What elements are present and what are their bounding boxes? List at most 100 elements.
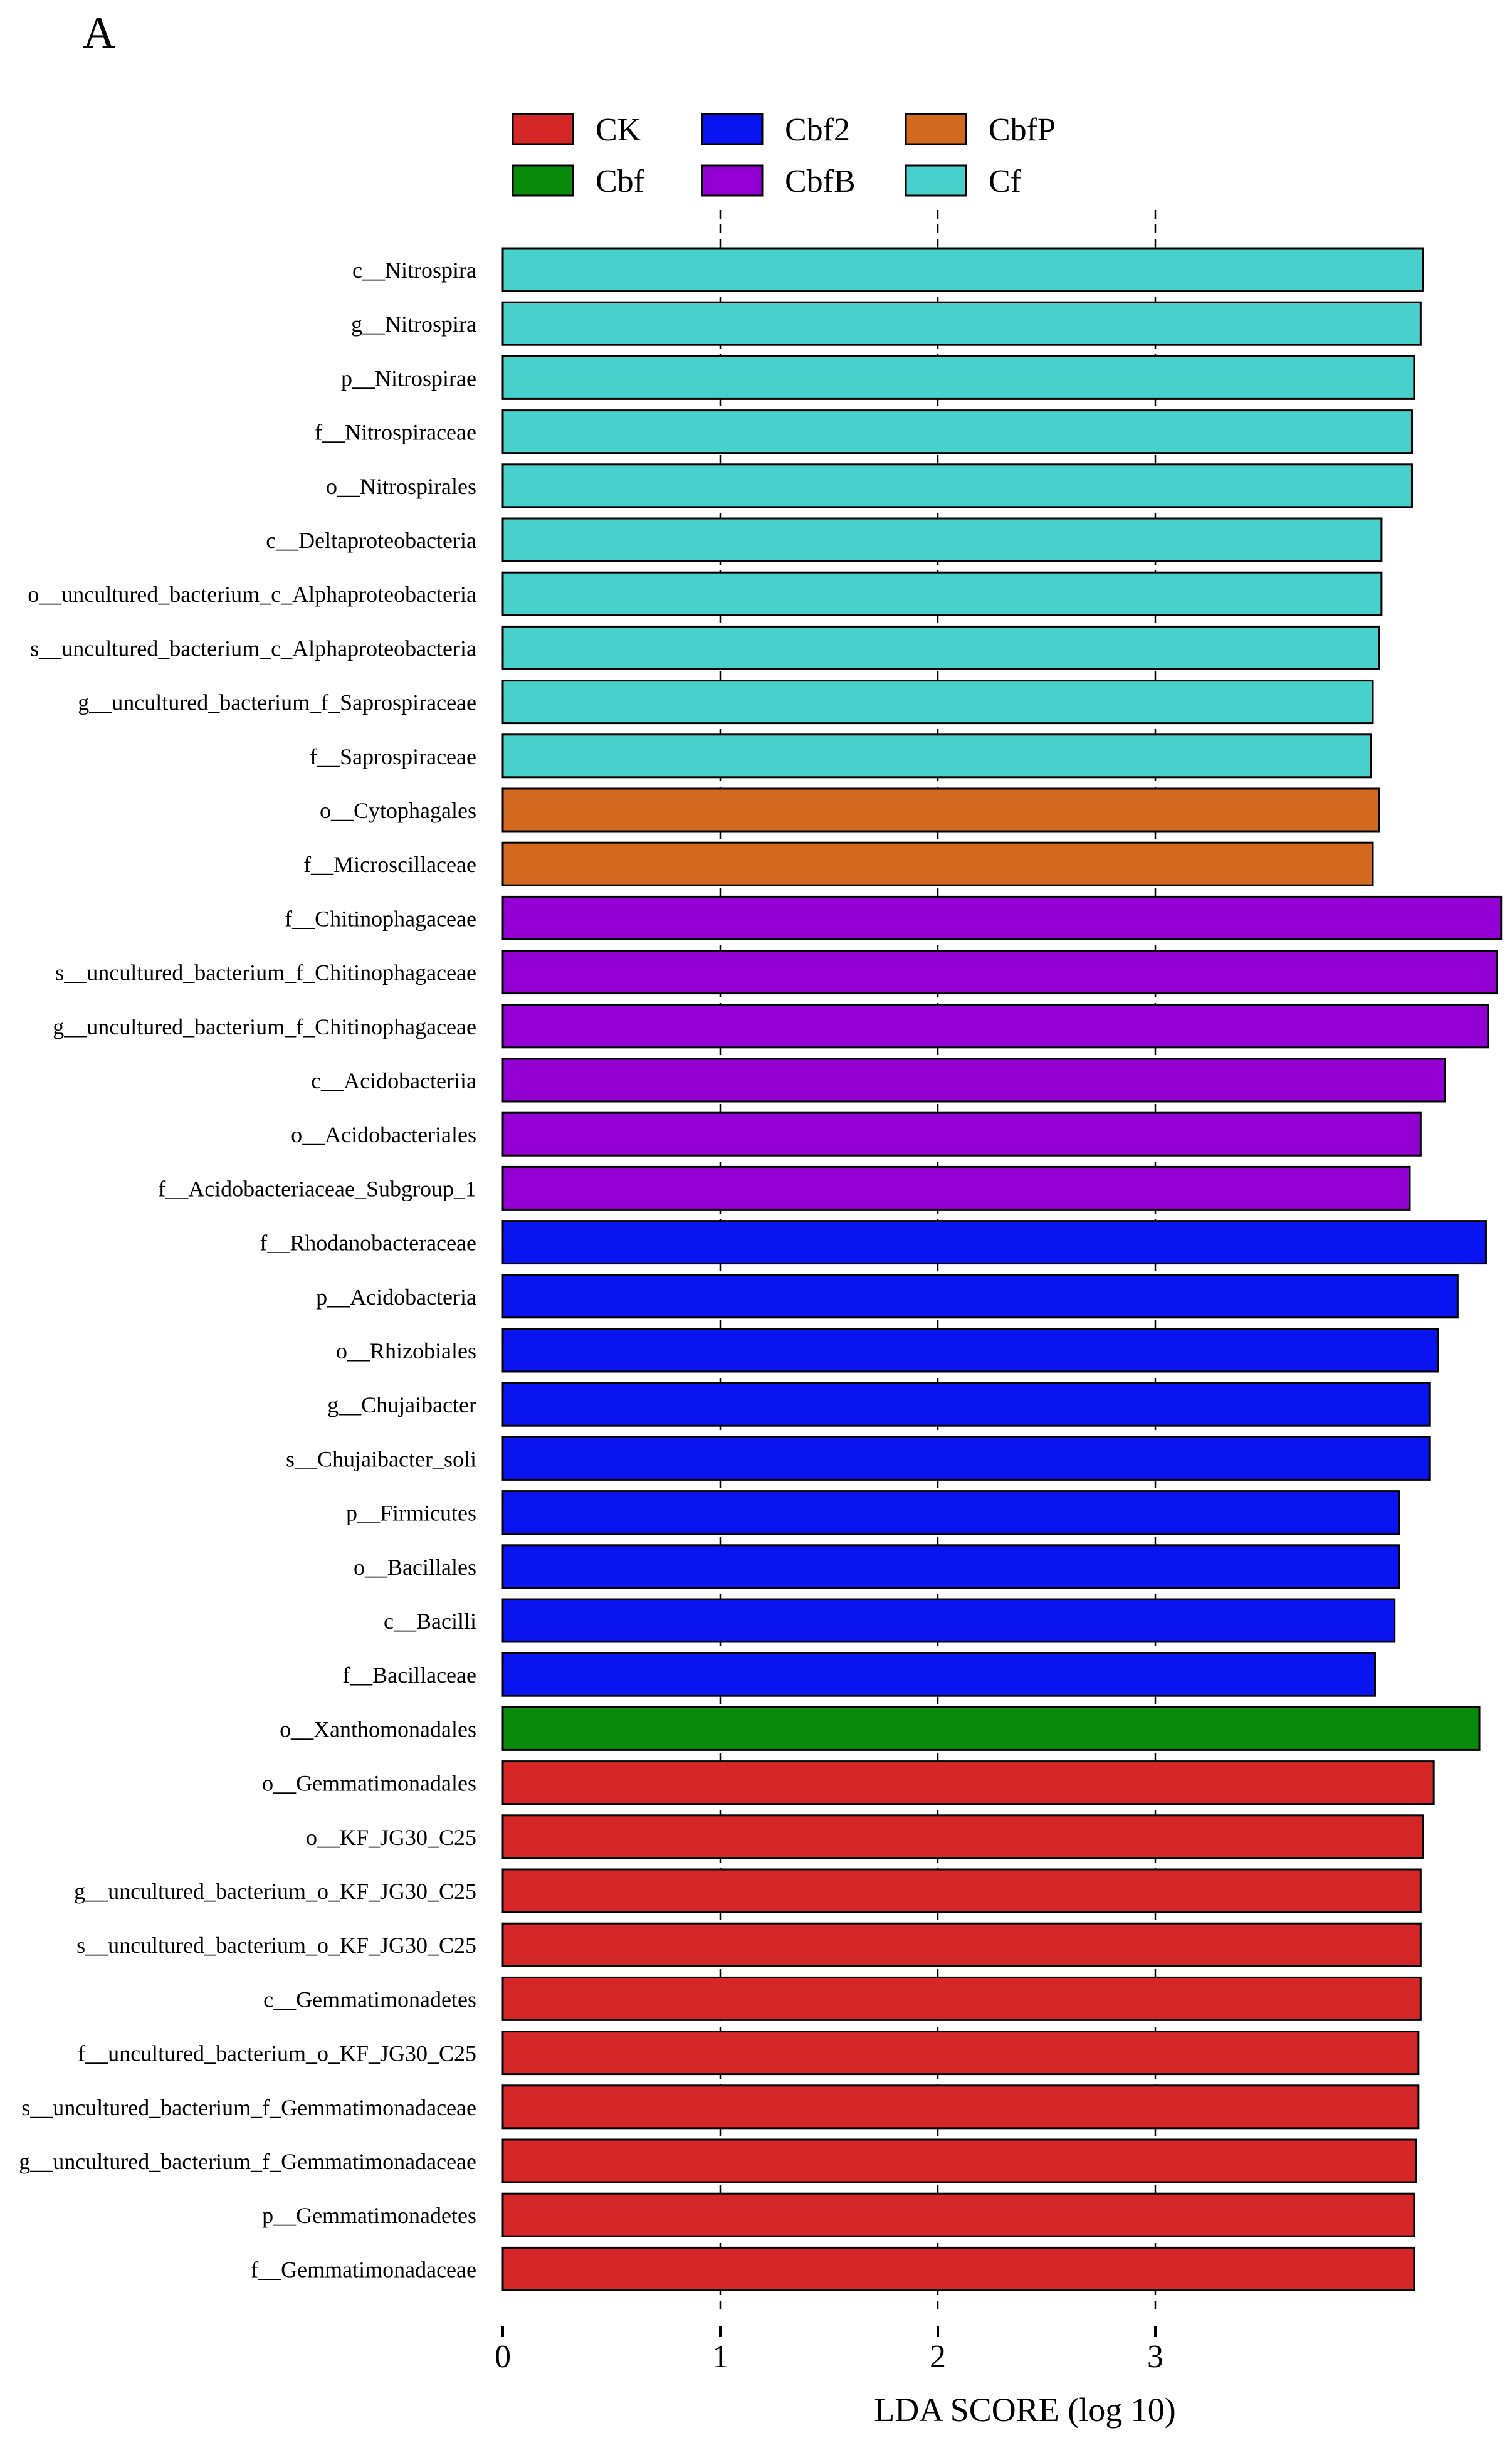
bar xyxy=(501,787,1380,833)
category-label: g__uncultured_bacterium_f_Gemmatimonadac… xyxy=(19,2149,476,2174)
category-label: o__Cytophagales xyxy=(320,798,476,823)
bar xyxy=(501,2084,1420,2130)
bar xyxy=(501,950,1498,995)
category-label: s__Chujaibacter_soli xyxy=(286,1446,476,1471)
bar xyxy=(501,1544,1400,1589)
category-label: s__uncultured_bacterium_o_KF_JG30_C25 xyxy=(76,1933,476,1958)
category-label: p__Gemmatimonadetes xyxy=(262,2203,476,2228)
bar xyxy=(501,1922,1422,1967)
bar xyxy=(501,733,1372,779)
category-label: o__Bacillales xyxy=(354,1555,476,1580)
legend-label-ck: CK xyxy=(596,112,641,148)
x-tick-label: 0 xyxy=(495,2339,511,2375)
category-label: f__Gemmatimonadaceae xyxy=(251,2257,476,2282)
category-label: g__uncultured_bacterium_f_Saprospiraceae xyxy=(78,690,476,715)
panel-label: A xyxy=(83,8,115,58)
category-label: p__Nitrospirae xyxy=(341,365,476,391)
category-label: p__Acidobacteria xyxy=(316,1285,476,1310)
legend-swatch-cbfp xyxy=(905,113,967,145)
bar xyxy=(501,1760,1435,1805)
category-label: f__Chitinophagaceae xyxy=(285,906,476,931)
x-tick-label: 1 xyxy=(712,2339,728,2375)
bar xyxy=(501,1868,1422,1913)
category-label: g__Chujaibacter xyxy=(327,1392,476,1417)
category-label: o__Xanthomonadales xyxy=(280,1716,476,1742)
bar xyxy=(501,1706,1481,1751)
category-label: f__Nitrospiraceae xyxy=(315,420,476,445)
bar xyxy=(501,1436,1431,1481)
x-axis-title: LDA SCORE (log 10) xyxy=(874,2391,1176,2429)
bar xyxy=(501,895,1503,940)
legend-swatch-cf xyxy=(905,164,967,197)
category-label: o__KF_JG30_C25 xyxy=(306,1825,476,1850)
legend-label-cbf2: Cbf2 xyxy=(785,112,850,148)
bar xyxy=(501,841,1374,886)
legend: CK Cbf2 CbfP Cbf CbfB Cf xyxy=(512,112,1056,199)
category-label: g__uncultured_bacterium_o_KF_JG30_C25 xyxy=(74,1879,476,1904)
category-label: p__Firmicutes xyxy=(346,1501,476,1526)
category-label: f__uncultured_bacterium_o_KF_JG30_C25 xyxy=(78,2041,476,2066)
legend-label-cbfp: CbfP xyxy=(989,112,1056,148)
bar xyxy=(501,355,1415,400)
bar xyxy=(501,1004,1489,1049)
bar xyxy=(501,2192,1415,2237)
legend-label-cbfb: CbfB xyxy=(785,164,856,199)
bar xyxy=(501,625,1380,670)
category-label: o__Acidobacteriales xyxy=(291,1122,476,1147)
legend-label-cf: Cf xyxy=(989,164,1022,199)
category-label: f__Saprospiraceae xyxy=(310,744,476,769)
category-label: s__uncultured_bacterium_f_Gemmatimonadac… xyxy=(21,2095,476,2120)
bar xyxy=(501,1165,1411,1211)
category-label: g__uncultured_bacterium_f_Chitinophagace… xyxy=(53,1014,476,1039)
category-label: s__uncultured_bacterium_f_Chitinophagace… xyxy=(55,960,476,985)
legend-label-cbf: Cbf xyxy=(596,164,645,199)
category-label: s__uncultured_bacterium_c_Alphaproteobac… xyxy=(30,636,476,661)
category-labels: c__Nitrospira g__Nitrospira p__Nitrospirae… xyxy=(19,258,476,2282)
category-label: c__Bacilli xyxy=(384,1609,476,1634)
legend-swatch-cbf xyxy=(512,164,574,197)
x-tick-label: 3 xyxy=(1147,2339,1163,2375)
bar xyxy=(501,2138,1417,2183)
bar xyxy=(501,2246,1415,2291)
bar xyxy=(501,1220,1487,1265)
category-label: o__Gemmatimonadales xyxy=(262,1771,476,1796)
bar xyxy=(501,517,1383,562)
bar xyxy=(501,1274,1459,1319)
legend-swatch-cbfb xyxy=(701,164,764,197)
category-label: c__Gemmatimonadetes xyxy=(263,1987,476,2012)
legend-swatch-cbf2 xyxy=(701,113,764,145)
bar xyxy=(501,247,1424,292)
bar xyxy=(501,571,1383,616)
bar xyxy=(501,1328,1439,1373)
category-label: o__Rhizobiales xyxy=(336,1338,476,1363)
category-label: c__Deltaproteobacteria xyxy=(266,528,476,553)
bar xyxy=(501,463,1413,508)
category-label: f__Acidobacteriaceae_Subgroup_1 xyxy=(158,1176,476,1201)
x-tick-label: 2 xyxy=(930,2339,946,2375)
category-label: o__Nitrospirales xyxy=(326,474,476,499)
bar xyxy=(501,1058,1446,1103)
bar xyxy=(501,409,1413,454)
category-label: f__Rhodanobacteraceae xyxy=(260,1231,476,1256)
bars xyxy=(501,247,1503,2291)
bar xyxy=(501,301,1422,346)
category-label: f__Bacillaceae xyxy=(342,1663,476,1688)
bar xyxy=(501,1111,1422,1157)
bar xyxy=(501,680,1374,725)
x-axis: 0 1 2 3 xyxy=(495,2326,1163,2375)
bar xyxy=(501,1814,1424,1859)
bar xyxy=(501,1490,1400,1535)
bar xyxy=(501,1598,1396,1643)
category-label: o__uncultured_bacterium_c_Alphaproteobac… xyxy=(28,582,476,607)
legend-swatch-ck xyxy=(512,113,574,145)
bar xyxy=(501,1976,1422,2021)
bar xyxy=(501,1652,1376,1697)
bar xyxy=(501,1382,1431,1427)
bar xyxy=(501,2031,1420,2076)
category-label: c__Nitrospira xyxy=(352,258,476,283)
category-label: c__Acidobacteriia xyxy=(311,1068,476,1093)
category-label: g__Nitrospira xyxy=(351,312,476,337)
category-label: f__Microscillaceae xyxy=(303,852,476,877)
